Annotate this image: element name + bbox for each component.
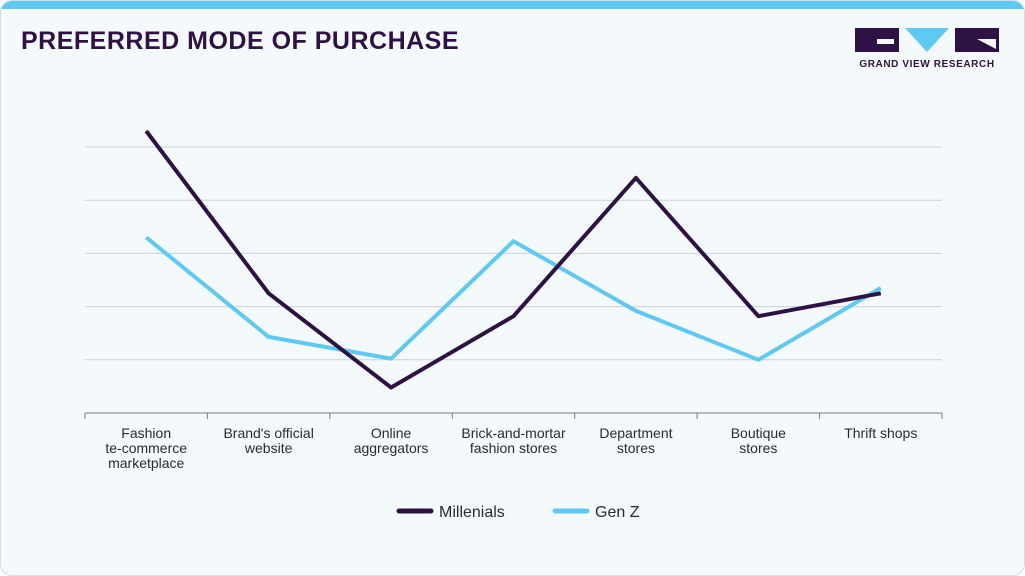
logo-text: GRAND VIEW RESEARCH xyxy=(859,59,995,70)
x-axis xyxy=(84,412,943,419)
x-tick-label: Thrift shops xyxy=(844,425,917,441)
x-tick-label: Online aggregators xyxy=(354,425,429,456)
x-tick-labels: Fashion te-commerce marketplace Brand's off… xyxy=(105,425,917,471)
x-tick-label: Brick-and-mortar fashion stores xyxy=(461,425,566,456)
logo-mark-icon xyxy=(855,28,999,52)
accent-bar xyxy=(1,1,1024,9)
gridlines xyxy=(85,146,942,361)
x-tick-label: Department stores xyxy=(599,425,672,456)
series-line-millenials xyxy=(144,129,882,390)
grand-view-research-logo: GRAND VIEW RESEARCH xyxy=(855,28,999,72)
legend-label-millenials: Millenials xyxy=(439,504,505,521)
legend-label-gen-z: Gen Z xyxy=(595,504,640,521)
chart-title: PREFERRED MODE OF PURCHASE xyxy=(21,27,460,55)
x-tick-label: Brand's official website xyxy=(223,425,313,456)
x-tick-label: Fashion te-commerce marketplace xyxy=(105,425,187,471)
legend: Millenials Gen Z xyxy=(396,504,640,521)
series-lines xyxy=(144,129,882,390)
x-tick-label: Boutique stores xyxy=(731,425,786,456)
series-line-gen-z xyxy=(144,235,882,362)
